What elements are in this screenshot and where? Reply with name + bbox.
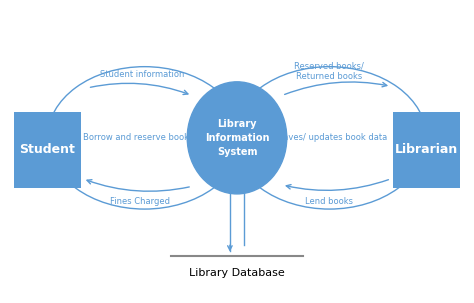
Text: Fines Charged: Fines Charged <box>110 197 170 206</box>
Ellipse shape <box>187 82 287 194</box>
Text: Student information: Student information <box>100 70 184 79</box>
Text: Borrow and reserve book→: Borrow and reserve book→ <box>83 133 196 142</box>
Text: Student: Student <box>19 144 75 156</box>
FancyBboxPatch shape <box>14 112 81 188</box>
Text: Library Database: Library Database <box>189 268 285 278</box>
FancyBboxPatch shape <box>393 112 460 188</box>
Text: Reserved books/
Returned books: Reserved books/ Returned books <box>294 62 365 81</box>
Text: Librarian: Librarian <box>395 144 458 156</box>
Text: Library
Information
System: Library Information System <box>205 119 269 157</box>
Text: Lend books: Lend books <box>305 197 354 206</box>
Text: ←Saves/ updates book data: ←Saves/ updates book data <box>271 133 388 142</box>
